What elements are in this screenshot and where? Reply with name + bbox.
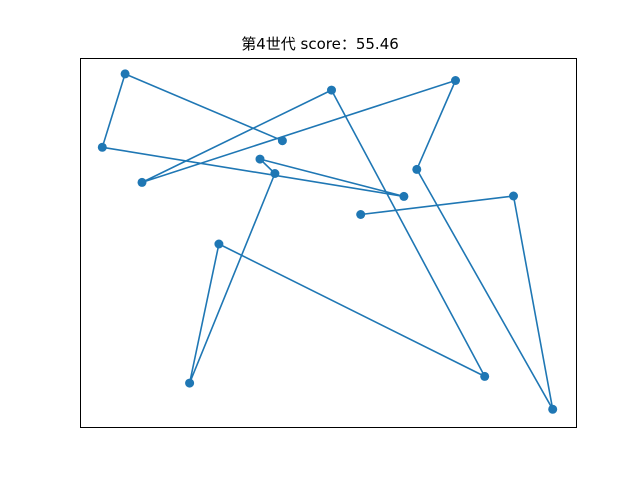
series-layer xyxy=(97,69,558,414)
chart-title: 第4世代 score：55.46 xyxy=(241,35,399,53)
series-line xyxy=(101,73,554,411)
data-point-15 xyxy=(120,69,130,79)
data-point-4 xyxy=(412,164,422,174)
data-point-8 xyxy=(480,371,490,381)
plot-frame xyxy=(80,58,577,428)
data-point-10 xyxy=(185,378,195,388)
data-point-7 xyxy=(327,85,336,95)
data-point-12 xyxy=(255,154,265,164)
data-point-16 xyxy=(277,136,287,146)
data-point-2 xyxy=(509,191,518,201)
data-point-13 xyxy=(399,191,409,201)
data-point-1 xyxy=(356,210,366,219)
data-point-9 xyxy=(214,239,224,249)
data-point-5 xyxy=(451,76,460,85)
data-point-3 xyxy=(548,404,558,414)
data-point-6 xyxy=(137,177,147,187)
data-point-11 xyxy=(270,169,280,178)
data-point-14 xyxy=(97,142,107,152)
